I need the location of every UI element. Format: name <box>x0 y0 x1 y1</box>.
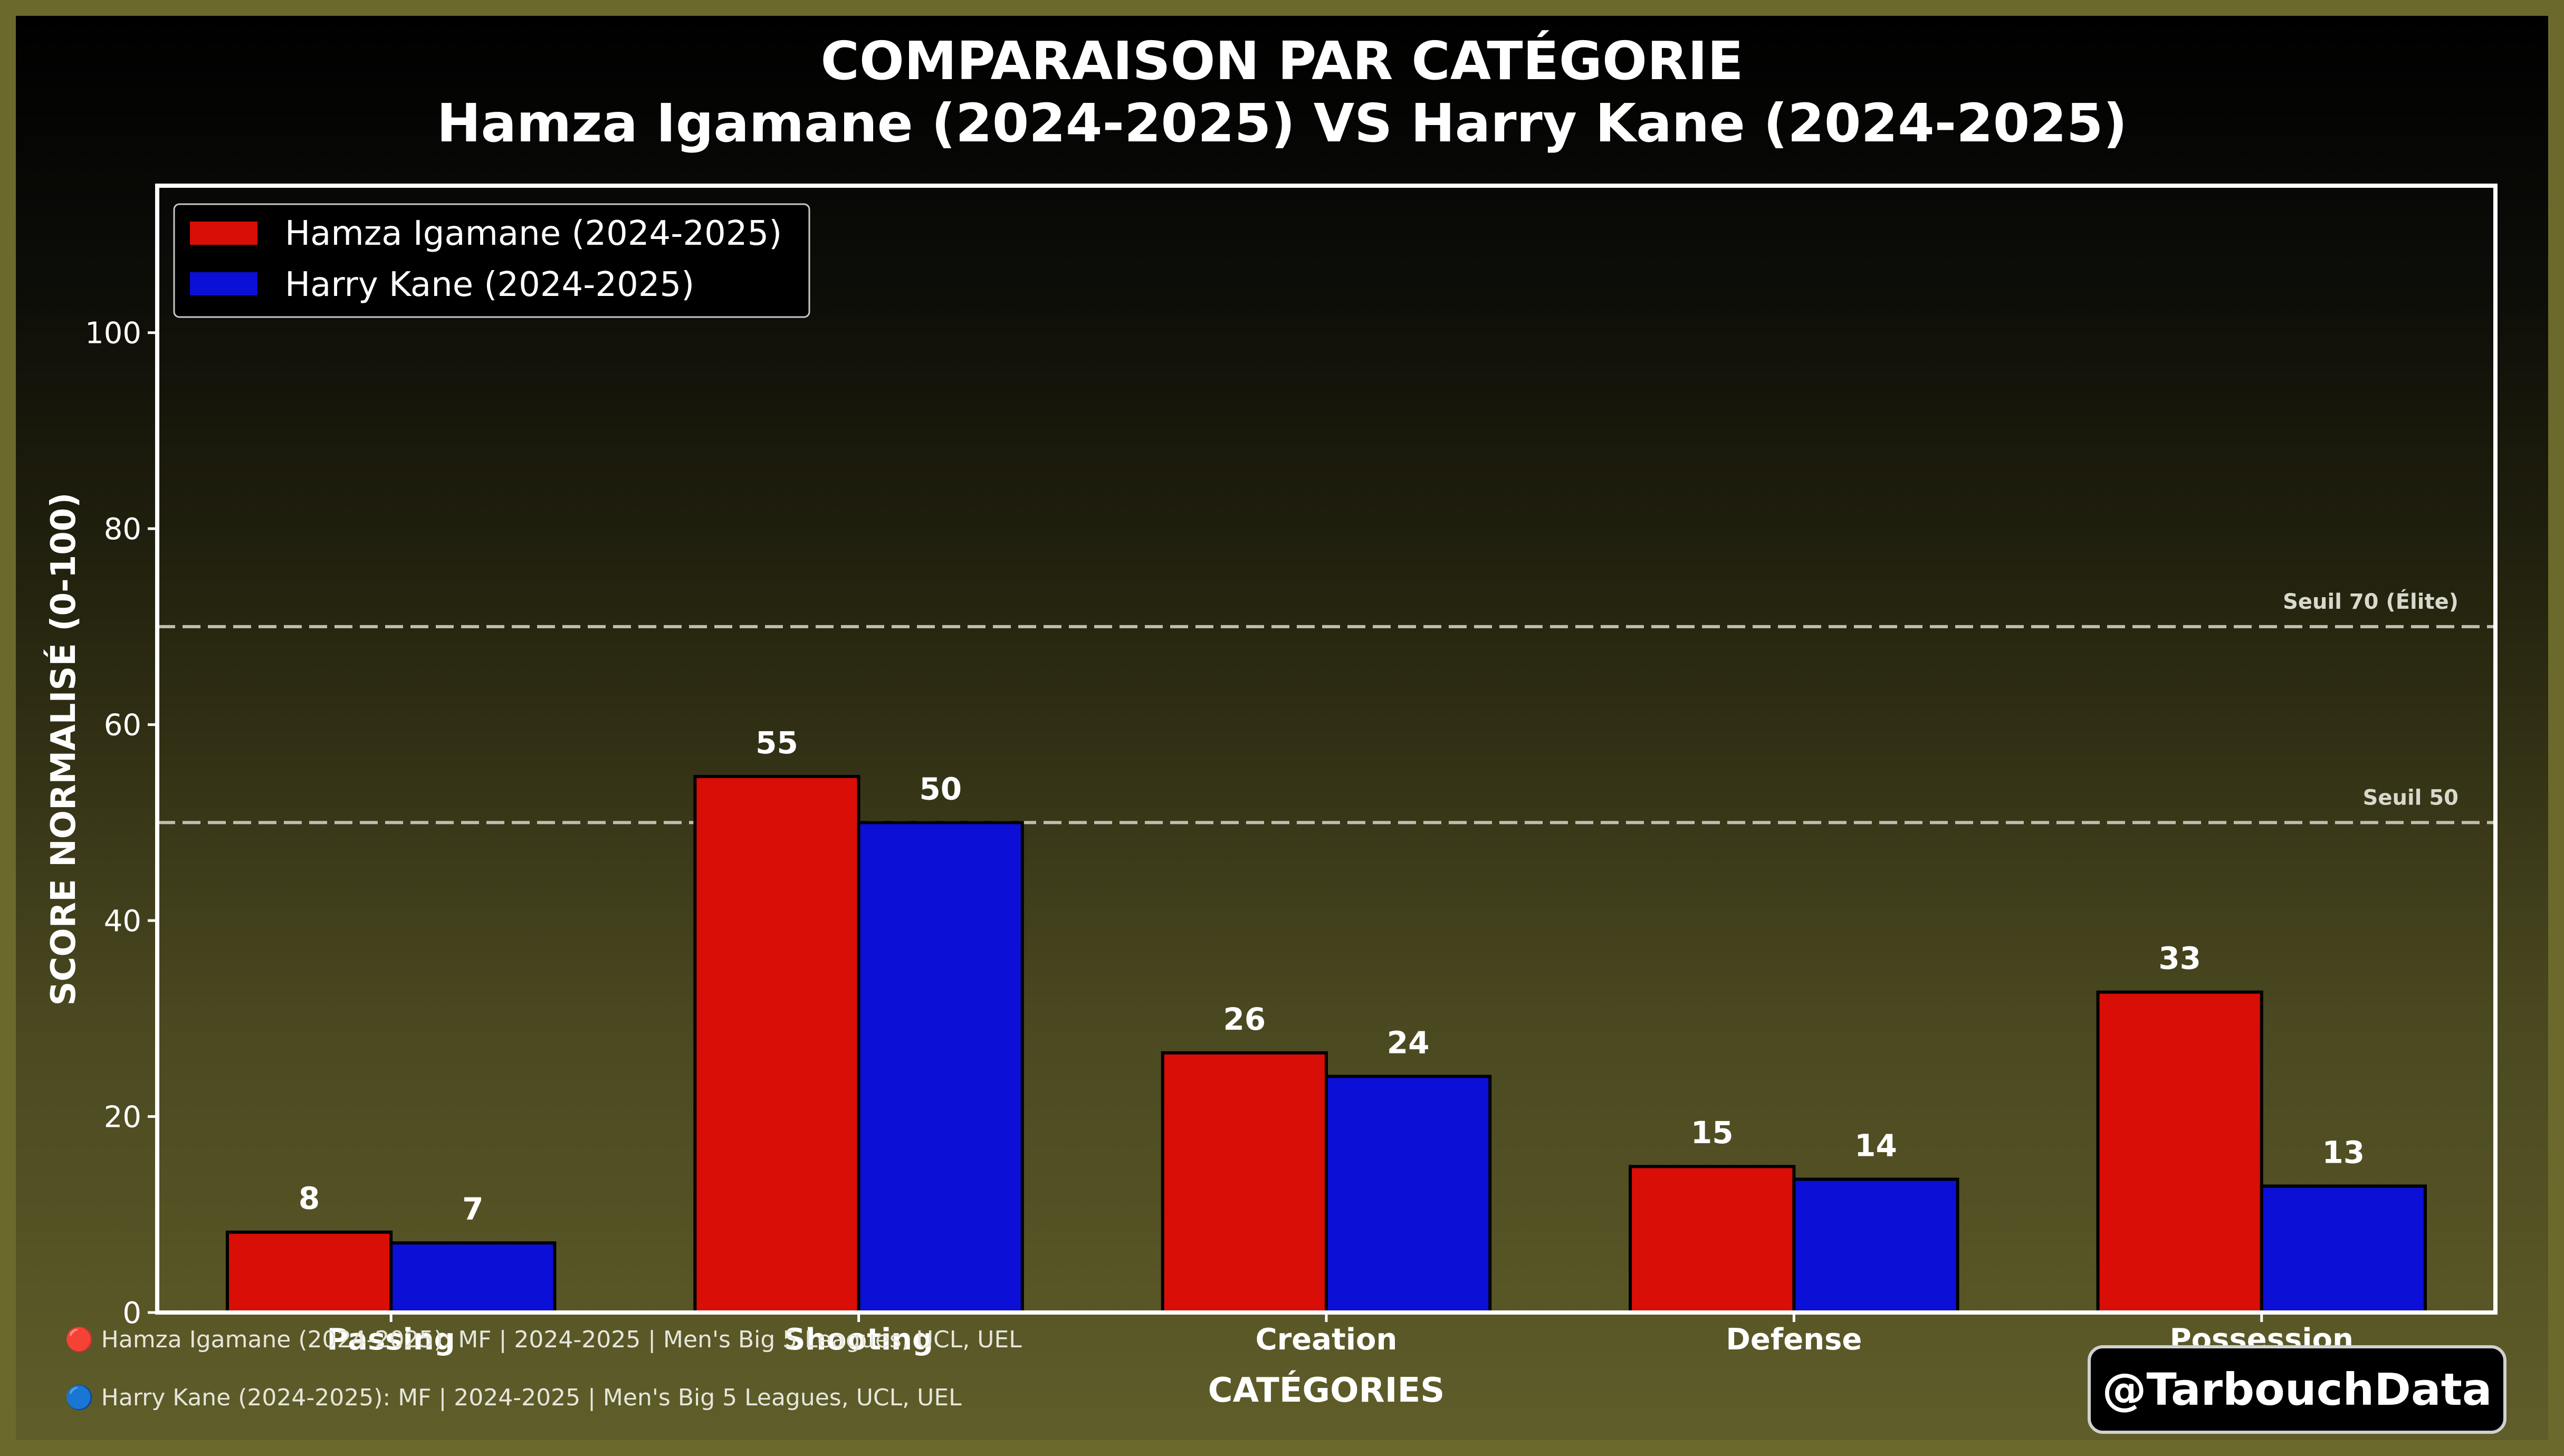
value-label: 24 <box>1387 1024 1430 1060</box>
y-tick-label: 0 <box>122 1296 141 1330</box>
watermark-box <box>2088 1345 2506 1434</box>
y-tick-label: 40 <box>104 904 141 938</box>
chart-frame: COMPARAISON PAR CATÉGORIE Hamza Igamane … <box>16 16 2548 1440</box>
x-tick-label-passing: Passing <box>327 1323 455 1357</box>
x-tick-label-creation: Creation <box>1256 1323 1398 1357</box>
y-axis-title: SCORE NORMALISÉ (0-100) <box>43 492 83 1005</box>
bar-kane-possession <box>2260 1184 2427 1314</box>
footnote-kane: 🔵 Harry Kane (2024-2025): MF | 2024-2025… <box>65 1384 962 1411</box>
bar-igamane-possession <box>2096 990 2263 1314</box>
x-tick-label-shooting: Shooting <box>784 1323 933 1357</box>
legend-swatch-kane <box>190 272 257 295</box>
value-label: 26 <box>1223 1001 1266 1037</box>
watermark-text: @TarbouchData <box>2102 1364 2492 1415</box>
value-label: 33 <box>2158 941 2201 976</box>
y-tick-label: 80 <box>104 512 141 547</box>
value-labels: 8 55 26 15 33 7 50 24 14 13 <box>299 725 2365 1227</box>
bar-kane-shooting <box>857 821 1024 1314</box>
legend-box <box>173 203 810 318</box>
chart-title: COMPARAISON PAR CATÉGORIE <box>820 30 1743 92</box>
x-axis-title: CATÉGORIES <box>1208 1370 1445 1410</box>
legend-swatch-igamane <box>190 222 257 245</box>
value-label: 55 <box>755 725 798 761</box>
value-label: 7 <box>462 1191 483 1227</box>
x-tick-label-defense: Defense <box>1726 1323 1862 1357</box>
bar-kane-passing <box>389 1241 557 1315</box>
watermark-badge: @TarbouchData <box>2088 1345 2506 1434</box>
legend: Hamza Igamane (2024-2025) Harry Kane (20… <box>173 203 810 318</box>
bar-kane-creation <box>1325 1075 1492 1314</box>
bar-igamane-creation <box>1161 1051 1328 1314</box>
bar-igamane-shooting <box>693 775 860 1314</box>
axes-frame <box>155 184 2498 1315</box>
chart-subtitle: Hamza Igamane (2024-2025) VS Harry Kane … <box>437 92 2127 154</box>
legend-label-kane: Harry Kane (2024-2025) <box>285 265 694 304</box>
bar-igamane-defense <box>1629 1165 1796 1315</box>
legend-label-igamane: Hamza Igamane (2024-2025) <box>285 214 782 253</box>
value-label: 50 <box>919 771 962 807</box>
value-label: 8 <box>299 1181 320 1216</box>
bar-kane-defense <box>1792 1177 1959 1314</box>
bars <box>225 775 2427 1315</box>
reference-line-label: Seuil 70 (Élite) <box>2283 589 2458 614</box>
y-tick-label: 100 <box>85 317 141 351</box>
y-axis-ticks: 0 20 40 60 80 100 <box>85 317 157 1330</box>
y-tick-label: 60 <box>104 708 141 743</box>
bar-igamane-passing <box>225 1230 393 1314</box>
footnote-igamane: 🔴 Hamza Igamane (2024-2025): MF | 2024-2… <box>65 1326 1022 1353</box>
reference-line-label: Seuil 50 <box>2363 786 2458 810</box>
reference-lines: Seuil 70 (Élite) Seuil 50 <box>157 589 2495 825</box>
value-label: 15 <box>1691 1115 1734 1151</box>
y-tick-label: 20 <box>104 1100 141 1135</box>
bar-chart: COMPARAISON PAR CATÉGORIE Hamza Igamane … <box>43 30 2506 1434</box>
value-label: 14 <box>1854 1127 1897 1163</box>
value-label: 13 <box>2322 1134 2365 1170</box>
